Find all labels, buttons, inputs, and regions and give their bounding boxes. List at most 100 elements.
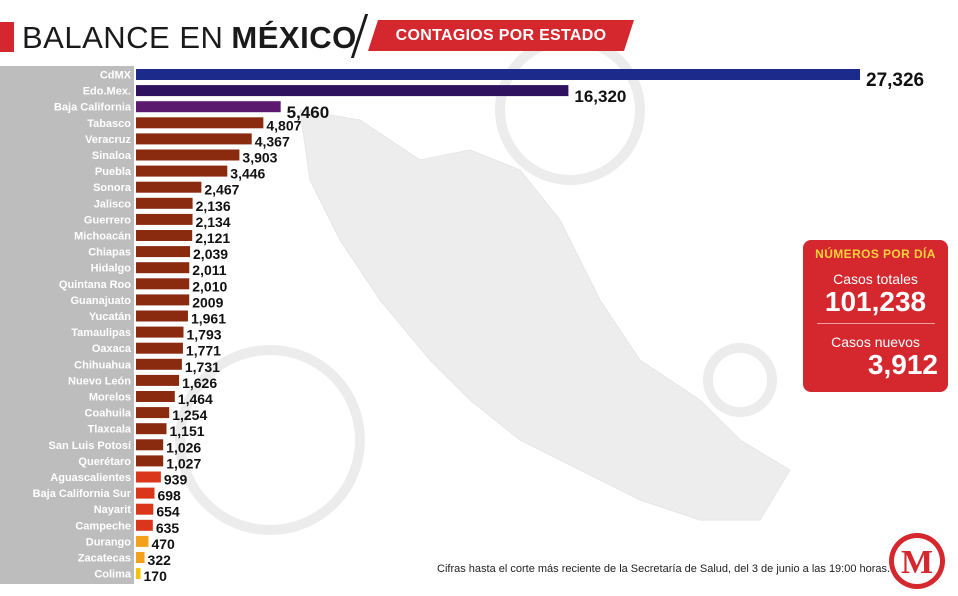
title-regular: BALANCE EN [22,20,224,55]
logo-letter: M [901,544,933,581]
mexico-map-silhouette [299,109,791,521]
daily-stats-card: NÚMEROS POR DÍA Casos totales 101,238 Ca… [803,240,948,392]
state-label: Morelos [89,392,131,404]
state-label: Zacatecas [78,553,131,565]
bar [136,439,164,451]
value-label: 1,793 [187,327,222,343]
bar [136,471,161,483]
bar [136,487,155,499]
value-label: 2,039 [193,246,228,262]
new-cases-label: Casos nuevos [831,334,920,350]
state-label: San Luis Potosí [48,440,131,452]
bar [136,552,145,563]
bar [136,117,264,129]
value-label: 170 [144,568,168,584]
value-label: 1,027 [166,455,201,471]
bar [136,197,193,209]
value-label: 635 [156,520,180,536]
value-label: 698 [157,488,181,504]
value-label: 1,026 [166,439,201,455]
bar [136,101,281,113]
value-label: 16,320 [574,87,626,106]
value-label: 1,151 [169,423,204,439]
state-label: CdMX [100,70,132,82]
bar [136,133,252,145]
value-label: 1,961 [191,311,226,327]
bar [136,294,190,306]
value-label: 470 [151,536,175,552]
state-label: Guanajuato [70,295,131,307]
bar [136,391,175,402]
state-label: Durango [86,536,132,548]
state-label: Puebla [95,166,132,178]
value-label: 2,467 [204,182,239,198]
bar [136,326,184,338]
bar [136,278,190,290]
value-label: 3,903 [242,150,277,166]
value-label: 322 [148,552,172,568]
state-label: Nayarit [94,504,132,516]
state-label: Edo.Mex. [83,86,131,98]
chart-subtitle: CONTAGIOS POR ESTADO [368,20,634,51]
bar [136,455,164,467]
state-label: Querétaro [78,456,131,468]
virus-decoration-bottom-left [175,345,365,535]
state-label: Sonora [93,182,132,194]
stats-divider [816,323,935,324]
state-label-panel [0,66,134,584]
bar [136,85,569,97]
bar [136,213,193,225]
bar [136,149,240,161]
value-label: 5,460 [287,103,330,122]
bar [136,568,141,580]
total-cases-label: Casos totales [833,271,918,287]
page-title: BALANCE EN MÉXICO [22,18,357,58]
bar [136,407,170,419]
state-label: Chihuahua [74,359,132,371]
virus-decoration-right [703,343,777,417]
bar [136,342,183,354]
state-label: Yucatán [89,311,131,323]
new-cases-value: 3,912 [867,349,938,380]
state-label: Quintana Roo [59,279,131,291]
bar [136,358,182,370]
value-label: 1,464 [178,391,213,407]
value-label: 4,807 [266,117,301,133]
state-label: Tamaulipas [71,327,131,339]
state-label: Baja California [54,102,132,114]
state-label: Oaxaca [92,343,132,355]
value-label: 1,731 [185,359,220,375]
state-label: Guerrero [84,214,131,226]
value-label: 1,254 [172,407,207,423]
value-label: 4,367 [255,133,290,149]
bar [136,519,153,531]
bar [136,262,190,274]
value-label: 939 [164,472,188,488]
bar [136,230,193,241]
bar [136,535,149,547]
value-label: 2,136 [196,198,231,214]
state-label: Aguascalientes [50,472,131,484]
header-accent-bar [0,22,14,52]
value-label: 2,121 [195,230,230,246]
value-label: 2,011 [192,262,226,278]
state-label: Baja California Sur [33,488,132,500]
value-label: 3,446 [230,166,265,182]
bar [136,69,860,80]
value-label: 654 [156,504,180,520]
total-cases-value: 101,238 [824,286,927,317]
value-label: 1,771 [186,343,221,359]
state-label: Michoacán [74,231,131,243]
state-label: Nuevo León [68,375,131,387]
state-label: Chiapas [88,247,131,259]
bar [136,246,191,258]
stats-header: NÚMEROS POR DÍA [815,247,936,261]
bar [136,310,188,322]
state-label: Colima [94,569,132,581]
value-label: 2,134 [196,214,231,230]
title-bold: MÉXICO [231,20,357,55]
value-label: 2,010 [192,278,227,294]
state-label: Tlaxcala [88,424,132,436]
